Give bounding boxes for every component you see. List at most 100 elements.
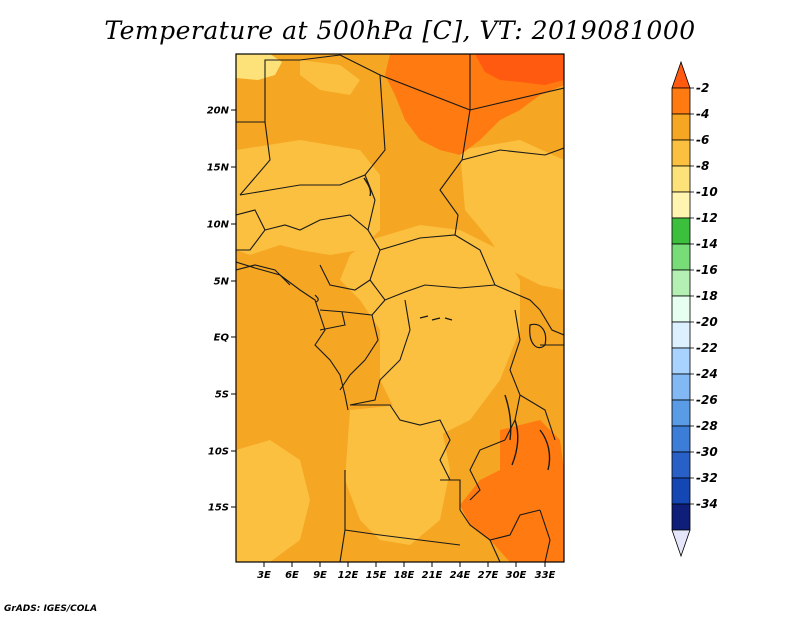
lake-outline <box>314 294 319 303</box>
border-line <box>489 539 501 562</box>
colorbar-label: -4 <box>696 107 709 121</box>
border-line <box>239 174 376 201</box>
colorbar-label: -6 <box>696 133 709 147</box>
colorbar-segment <box>671 139 691 167</box>
border-line <box>264 214 369 231</box>
colorbar-label: -30 <box>696 445 718 459</box>
border-line <box>469 439 506 501</box>
lon-label: 24E <box>450 570 471 581</box>
field-region-light-sahel <box>236 140 380 255</box>
border-line <box>339 54 386 176</box>
lon-label: 21E <box>422 570 443 581</box>
border-line <box>539 509 551 562</box>
field-region-light-east <box>460 140 564 290</box>
footer-credit: GrADS: IGES/COLA <box>4 604 98 614</box>
map-frame <box>235 53 565 563</box>
border-line <box>469 87 564 111</box>
border-line <box>379 74 471 236</box>
border-line <box>539 309 564 336</box>
colorbar-label: -10 <box>696 185 718 199</box>
colorbar-segment <box>671 451 691 479</box>
border-line <box>519 394 556 441</box>
colorbar-segment <box>671 321 691 349</box>
lake-outline <box>539 429 551 471</box>
colorbar-arrow-bottom <box>671 529 691 558</box>
colorbar-segment <box>671 113 691 141</box>
lake-outline <box>419 315 453 321</box>
lon-label: 30E <box>506 570 527 581</box>
colorbar-label: -8 <box>696 159 709 173</box>
border-line <box>319 299 386 316</box>
colorbar-segment <box>671 269 691 297</box>
temperature-field <box>236 54 564 562</box>
colorbar-segment <box>671 347 691 375</box>
field-region-light-northeast <box>300 60 360 95</box>
coastline <box>236 261 349 411</box>
colorbar-segment <box>671 399 691 427</box>
border-line <box>504 309 521 441</box>
field-region-light-southwest <box>236 440 310 562</box>
colorbar-label: -16 <box>696 263 718 277</box>
border-line <box>350 404 451 481</box>
field-region-warm-southeast <box>460 420 564 562</box>
colorbar-label: -12 <box>696 211 718 225</box>
lake-outline <box>529 323 547 349</box>
lon-label: 15E <box>366 570 387 581</box>
lat-label: 10S <box>208 447 229 458</box>
lon-label: 6E <box>285 570 299 581</box>
colorbar-label: -20 <box>696 315 718 329</box>
lake-outline <box>511 419 519 466</box>
colorbar-segment <box>671 217 691 245</box>
colorbar-segment <box>671 373 691 401</box>
lat-label: 15S <box>208 503 229 514</box>
border-line <box>344 529 461 546</box>
lat-label: 10N <box>207 220 230 231</box>
border-line <box>461 147 564 161</box>
field-region-light-central <box>340 225 520 440</box>
lat-label: EQ <box>214 333 230 344</box>
lat-label: 5S <box>215 390 229 401</box>
lat-label: 15N <box>207 163 230 174</box>
colorbar-segment <box>671 191 691 219</box>
lat-label: 5N <box>214 277 230 288</box>
border-line <box>339 470 346 562</box>
border-line <box>440 479 541 541</box>
lon-label: 33E <box>535 570 556 581</box>
lake-outline <box>363 177 372 197</box>
colorbar-label: -24 <box>696 367 718 381</box>
colorbar-label: -18 <box>696 289 718 303</box>
border-line <box>349 299 411 406</box>
colorbar-label: -14 <box>696 237 718 251</box>
border-line <box>319 311 346 331</box>
colorbar-segment <box>671 503 691 531</box>
colorbar-segment <box>671 87 691 115</box>
country-borders <box>236 54 564 562</box>
colorbar-segment <box>671 165 691 193</box>
colorbar-segment <box>671 295 691 323</box>
lon-label: 18E <box>394 570 415 581</box>
lon-label: 9E <box>313 570 327 581</box>
colorbar-label: -28 <box>696 419 718 433</box>
border-line <box>369 279 496 301</box>
colorbar-label: -26 <box>696 393 718 407</box>
border-line <box>339 314 379 391</box>
border-line <box>236 54 341 123</box>
colorbar-label: -2 <box>696 81 709 95</box>
colorbar-segment <box>671 425 691 453</box>
longitude-axis: 3E 6E 9E 12E 15E 18E 21E 24E 27E 30E 33E <box>257 562 556 581</box>
colorbar-label: -22 <box>696 341 718 355</box>
lon-label: 12E <box>338 570 359 581</box>
lake-outline <box>504 394 512 441</box>
border-line <box>239 121 271 196</box>
colorbar-label: -34 <box>696 497 718 511</box>
border-line <box>379 234 541 311</box>
colorbar-arrow-top <box>671 60 691 89</box>
lon-label: 27E <box>478 570 499 581</box>
field-region-light-south <box>345 405 450 545</box>
colorbar: -2 -4 -6 -8 -10 -12 -14 -16 -18 -20 -22 -24 -26 -28 -3… <box>671 60 718 558</box>
colorbar-label: -32 <box>696 471 718 485</box>
lon-label: 3E <box>257 570 271 581</box>
lat-label: 20N <box>207 106 230 117</box>
